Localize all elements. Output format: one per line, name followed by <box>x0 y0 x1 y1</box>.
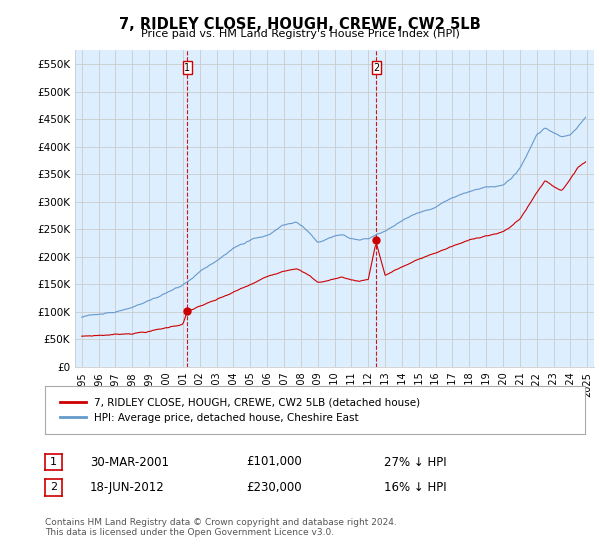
Text: 1: 1 <box>184 63 190 73</box>
Text: 2: 2 <box>50 482 57 492</box>
Text: 30-MAR-2001: 30-MAR-2001 <box>90 455 169 469</box>
Text: 1: 1 <box>50 457 57 467</box>
Text: £101,000: £101,000 <box>246 455 302 469</box>
Legend: 7, RIDLEY CLOSE, HOUGH, CREWE, CW2 5LB (detached house), HPI: Average price, det: 7, RIDLEY CLOSE, HOUGH, CREWE, CW2 5LB (… <box>56 394 424 427</box>
Text: 27% ↓ HPI: 27% ↓ HPI <box>384 455 446 469</box>
Text: 7, RIDLEY CLOSE, HOUGH, CREWE, CW2 5LB: 7, RIDLEY CLOSE, HOUGH, CREWE, CW2 5LB <box>119 17 481 32</box>
Text: 18-JUN-2012: 18-JUN-2012 <box>90 480 165 494</box>
Text: 16% ↓ HPI: 16% ↓ HPI <box>384 480 446 494</box>
Text: Price paid vs. HM Land Registry's House Price Index (HPI): Price paid vs. HM Land Registry's House … <box>140 29 460 39</box>
Text: Contains HM Land Registry data © Crown copyright and database right 2024.
This d: Contains HM Land Registry data © Crown c… <box>45 518 397 538</box>
Text: £230,000: £230,000 <box>246 480 302 494</box>
Text: 2: 2 <box>373 63 379 73</box>
